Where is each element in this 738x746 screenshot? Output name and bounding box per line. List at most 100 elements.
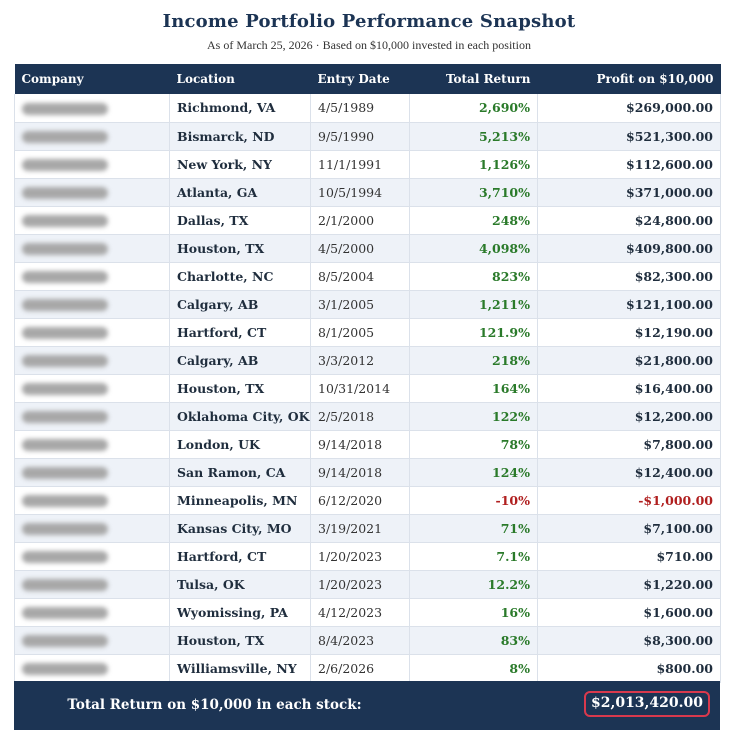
- profit-cell: $710.00: [537, 542, 721, 571]
- total-return-cell: 2,690%: [409, 94, 538, 123]
- total-return-cell: 12.2%: [409, 570, 538, 599]
- table-row: Atlanta, GA 10/5/1994 3,710% $371,000.00: [14, 178, 721, 207]
- profit-cell: $24,800.00: [537, 206, 721, 235]
- total-return-cell: 1,211%: [409, 290, 538, 319]
- table-row: Calgary, AB 3/3/2012 218% $21,800.00: [14, 346, 721, 375]
- entry-date-cell: 8/4/2023: [310, 626, 410, 655]
- redacted-company-name: [22, 635, 108, 647]
- location-cell: Tulsa, OK: [169, 570, 311, 599]
- profit-cell: $82,300.00: [537, 262, 721, 291]
- location-cell: Wyomissing, PA: [169, 598, 311, 627]
- total-return-cell: 122%: [409, 402, 538, 431]
- total-return-cell: 248%: [409, 206, 538, 235]
- company-cell-redacted: [14, 262, 170, 291]
- column-header-total-return[interactable]: Total Return: [445, 72, 531, 86]
- location-cell: Williamsville, NY: [169, 654, 311, 683]
- profit-cell: -$1,000.00: [537, 486, 721, 515]
- column-header-location[interactable]: Location: [176, 72, 235, 86]
- location-cell: Calgary, AB: [169, 290, 311, 319]
- entry-date-cell: 11/1/1991: [310, 150, 410, 179]
- redacted-company-name: [22, 607, 108, 619]
- location-cell: Hartford, CT: [169, 318, 311, 347]
- total-label: Total Return on $10,000 in each stock:: [67, 697, 362, 713]
- entry-date-cell: 1/20/2023: [310, 570, 410, 599]
- location-cell: Richmond, VA: [169, 94, 311, 123]
- redacted-company-name: [22, 131, 108, 143]
- company-cell-redacted: [14, 234, 170, 263]
- profit-cell: $21,800.00: [537, 346, 721, 375]
- column-header-profit[interactable]: Profit on $10,000: [596, 72, 714, 86]
- table-row: Bismarck, ND 9/5/1990 5,213% $521,300.00: [14, 122, 721, 151]
- profit-cell: $7,800.00: [537, 430, 721, 459]
- redacted-company-name: [22, 355, 108, 367]
- company-cell-redacted: [14, 626, 170, 655]
- table-header-row: Company Location Entry Date Total Return…: [14, 64, 721, 94]
- table-row: New York, NY 11/1/1991 1,126% $112,600.00: [14, 150, 721, 179]
- total-return-cell: 78%: [409, 430, 538, 459]
- profit-cell: $1,220.00: [537, 570, 721, 599]
- company-cell-redacted: [14, 206, 170, 235]
- company-cell-redacted: [14, 430, 170, 459]
- portfolio-table: Company Location Entry Date Total Return…: [14, 64, 721, 683]
- entry-date-cell: 3/19/2021: [310, 514, 410, 543]
- table-row: Charlotte, NC 8/5/2004 823% $82,300.00: [14, 262, 721, 291]
- location-cell: Dallas, TX: [169, 206, 311, 235]
- location-cell: Houston, TX: [169, 374, 311, 403]
- total-return-cell: 83%: [409, 626, 538, 655]
- location-cell: New York, NY: [169, 150, 311, 179]
- company-cell-redacted: [14, 150, 170, 179]
- location-cell: Houston, TX: [169, 234, 311, 263]
- total-return-cell: 4,098%: [409, 234, 538, 263]
- total-value: $2,013,420.00: [584, 691, 710, 717]
- company-cell-redacted: [14, 318, 170, 347]
- entry-date-cell: 8/1/2005: [310, 318, 410, 347]
- entry-date-cell: 10/5/1994: [310, 178, 410, 207]
- total-return-cell: -10%: [409, 486, 538, 515]
- redacted-company-name: [22, 383, 108, 395]
- location-cell: Hartford, CT: [169, 542, 311, 571]
- entry-date-cell: 9/14/2018: [310, 458, 410, 487]
- location-cell: Bismarck, ND: [169, 122, 311, 151]
- table-row: Minneapolis, MN 6/12/2020 -10% -$1,000.00: [14, 486, 721, 515]
- profit-cell: $121,100.00: [537, 290, 721, 319]
- company-cell-redacted: [14, 654, 170, 683]
- entry-date-cell: 3/1/2005: [310, 290, 410, 319]
- redacted-company-name: [22, 495, 108, 507]
- redacted-company-name: [22, 523, 108, 535]
- entry-date-cell: 8/5/2004: [310, 262, 410, 291]
- table-row: London, UK 9/14/2018 78% $7,800.00: [14, 430, 721, 459]
- redacted-company-name: [22, 663, 108, 675]
- entry-date-cell: 4/5/2000: [310, 234, 410, 263]
- total-return-cell: 121.9%: [409, 318, 538, 347]
- table-row: Calgary, AB 3/1/2005 1,211% $121,100.00: [14, 290, 721, 319]
- total-return-cell: 218%: [409, 346, 538, 375]
- table-row: San Ramon, CA 9/14/2018 124% $12,400.00: [14, 458, 721, 487]
- entry-date-cell: 3/3/2012: [310, 346, 410, 375]
- entry-date-cell: 10/31/2014: [310, 374, 410, 403]
- location-cell: Minneapolis, MN: [169, 486, 311, 515]
- redacted-company-name: [22, 102, 108, 115]
- table-row: Dallas, TX 2/1/2000 248% $24,800.00: [14, 206, 721, 235]
- location-cell: San Ramon, CA: [169, 458, 311, 487]
- company-cell-redacted: [14, 598, 170, 627]
- table-row: Hartford, CT 8/1/2005 121.9% $12,190.00: [14, 318, 721, 347]
- profit-cell: $269,000.00: [537, 94, 721, 123]
- entry-date-cell: 4/5/1989: [310, 94, 410, 123]
- column-header-company[interactable]: Company: [21, 72, 84, 86]
- table-row: Kansas City, MO 3/19/2021 71% $7,100.00: [14, 514, 721, 543]
- entry-date-cell: 6/12/2020: [310, 486, 410, 515]
- table-row: Oklahoma City, OK 2/5/2018 122% $12,200.00: [14, 402, 721, 431]
- profit-cell: $8,300.00: [537, 626, 721, 655]
- redacted-company-name: [22, 579, 108, 591]
- profit-cell: $12,400.00: [537, 458, 721, 487]
- redacted-company-name: [22, 299, 108, 311]
- column-header-entry-date[interactable]: Entry Date: [317, 72, 390, 86]
- profit-cell: $521,300.00: [537, 122, 721, 151]
- location-cell: Calgary, AB: [169, 346, 311, 375]
- redacted-company-name: [22, 467, 108, 479]
- redacted-company-name: [22, 439, 108, 451]
- table-row: Houston, TX 10/31/2014 164% $16,400.00: [14, 374, 721, 403]
- company-cell-redacted: [14, 402, 170, 431]
- total-return-cell: 16%: [409, 598, 538, 627]
